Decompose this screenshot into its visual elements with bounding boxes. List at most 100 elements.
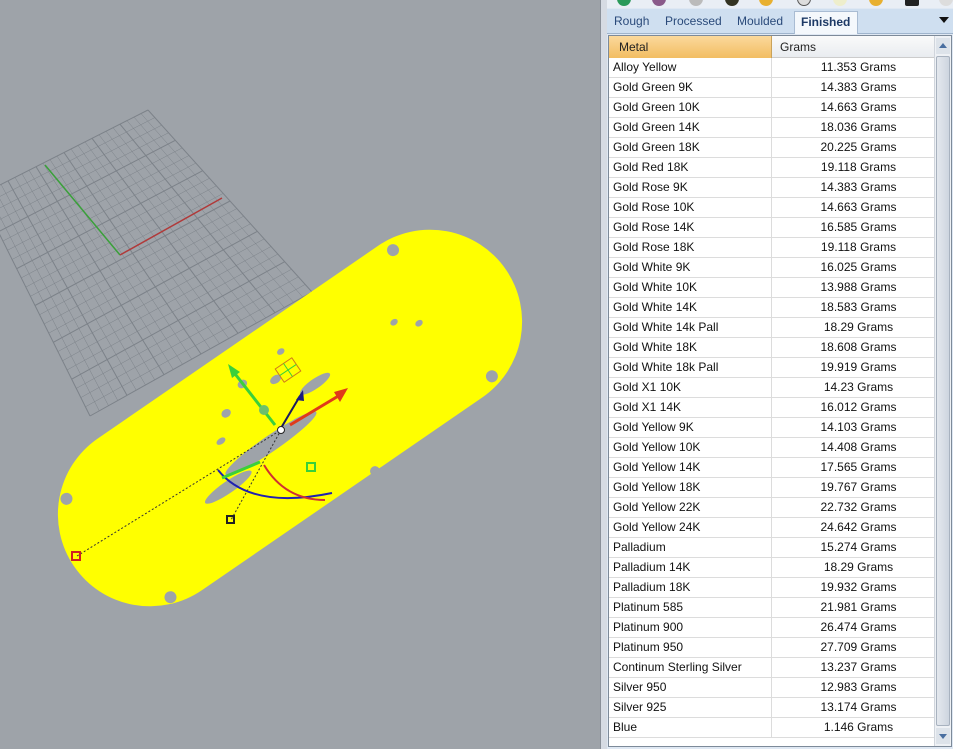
grams-cell: 19.919 Grams [820,360,897,374]
metal-cell: Alloy Yellow [609,58,772,77]
table-row[interactable]: Platinum 950 27.709 Grams [609,638,935,658]
grams-cell: 13.237 Grams [820,660,897,674]
table-row[interactable]: Gold Yellow 18K 19.767 Grams [609,478,935,498]
panel-splitter[interactable] [600,0,607,749]
table-row[interactable]: Gold Green 14K 18.036 Grams [609,118,935,138]
image-icon[interactable] [725,0,739,6]
table-row[interactable]: Gold X1 10K 14.23 Grams [609,378,935,398]
tab-moulded[interactable]: Moulded [737,14,784,28]
settings-icon[interactable] [939,0,953,6]
grams-cell: 21.981 Grams [820,600,897,614]
table-row[interactable]: Gold Green 10K 14.663 Grams [609,98,935,118]
table-row[interactable]: Blue 1.146 Grams [609,718,935,738]
move-y-arrowhead [228,364,240,378]
table-row[interactable]: Gold White 18K 18.608 Grams [609,338,935,358]
table-row[interactable]: Gold Red 18K 19.118 Grams [609,158,935,178]
table-row[interactable]: Gold White 10K 13.988 Grams [609,278,935,298]
material-icon[interactable] [652,0,666,6]
table-row[interactable]: Gold Rose 10K 14.663 Grams [609,198,935,218]
table-row[interactable]: Continum Sterling Silver 13.237 Grams [609,658,935,678]
x-axis-line [119,197,223,256]
gem-icon[interactable] [759,0,773,6]
metal-cell: Gold Red 18K [609,158,772,177]
table-row[interactable]: Gold Green 9K 14.383 Grams [609,78,935,98]
table-row[interactable]: Silver 925 13.174 Grams [609,698,935,718]
table-row[interactable]: Alloy Yellow 11.353 Grams [609,58,935,78]
metal-cell: Gold X1 14K [609,398,772,417]
metal-cell: Palladium [609,538,772,557]
metal-cell: Gold White 10K [609,278,772,297]
render-icon[interactable] [617,0,631,6]
grams-cell: 19.118 Grams [820,240,897,254]
grams-cell: 18.29 Grams [823,560,894,574]
monitor-icon[interactable] [905,0,919,6]
table-row[interactable]: Silver 950 12.983 Grams [609,678,935,698]
table-row[interactable]: Gold Yellow 24K 24.642 Grams [609,518,935,538]
table-row[interactable]: Gold White 14k Pall 18.29 Grams [609,318,935,338]
grid-line [133,116,294,303]
3d-viewport[interactable] [0,0,600,749]
light-icon[interactable] [869,0,883,6]
tab-rough[interactable]: Rough [614,14,650,28]
table-row[interactable]: Palladium 14K 18.29 Grams [609,558,935,578]
tab-dropdown-icon[interactable] [939,17,949,23]
metal-cell: Gold Rose 18K [609,238,772,257]
ring-icon[interactable] [833,0,847,6]
grams-cell: 1.146 Grams [823,720,894,734]
grams-cell: 18.036 Grams [820,120,897,134]
table-row[interactable]: Gold Yellow 10K 14.408 Grams [609,438,935,458]
grams-cell: 20.225 Grams [820,140,897,154]
viewport-canvas[interactable] [0,0,600,749]
table-row[interactable]: Platinum 585 21.981 Grams [609,598,935,618]
scroll-thumb[interactable] [936,56,950,726]
scale-handle [226,515,235,524]
table-row[interactable]: Gold Yellow 22K 22.732 Grams [609,498,935,518]
column-header-metal[interactable]: Metal [609,36,772,58]
vertical-scrollbar[interactable] [934,36,951,746]
pencil-icon[interactable] [689,0,703,6]
table-row[interactable]: Gold Rose 14K 16.585 Grams [609,218,935,238]
y-axis-line [44,164,121,256]
metal-cell: Gold Yellow 14K [609,458,772,477]
table-header: Metal Grams [609,36,935,58]
grid-line [44,215,244,325]
table-row[interactable]: Gold Green 18K 20.225 Grams [609,138,935,158]
table-row[interactable]: Gold Rose 18K 19.118 Grams [609,238,935,258]
grid-line [89,291,313,417]
scroll-down-button[interactable] [936,728,950,744]
move-y-arrow [230,369,277,426]
table-row[interactable]: Gold Yellow 14K 17.565 Grams [609,458,935,478]
grid-line [140,113,303,298]
table-row[interactable]: Gold Yellow 9K 14.103 Grams [609,418,935,438]
table-row[interactable]: Platinum 900 26.474 Grams [609,618,935,638]
table-row[interactable]: Gold X1 14K 16.012 Grams [609,398,935,418]
metal-cell: Gold Yellow 10K [609,438,772,457]
tab-bar: Rough Processed Moulded Finished [607,9,953,34]
metal-cell: Silver 925 [609,698,772,717]
column-header-grams[interactable]: Grams [772,36,935,58]
toolbar [607,0,953,8]
grams-cell: 19.118 Grams [820,160,897,174]
metal-cell: Gold Rose 14K [609,218,772,237]
grid-line [85,284,306,408]
table-row[interactable]: Gold White 9K 16.025 Grams [609,258,935,278]
grams-cell: 12.983 Grams [820,680,897,694]
metal-cell: Gold White 9K [609,258,772,277]
grid-line [0,132,169,220]
table-row[interactable]: Palladium 15.274 Grams [609,538,935,558]
tab-finished[interactable]: Finished [794,11,858,34]
clock-icon[interactable] [797,0,811,6]
tab-processed[interactable]: Processed [665,14,722,28]
grid-line [39,208,237,315]
table-row[interactable]: Gold White 14K 18.583 Grams [609,298,935,318]
table-row[interactable]: Gold White 18k Pall 19.919 Grams [609,358,935,378]
grams-cell: 15.274 Grams [820,540,897,554]
metal-cell: Gold X1 10K [609,378,772,397]
metal-cell: Gold Yellow 22K [609,498,772,517]
grams-cell: 16.025 Grams [820,260,897,274]
scroll-up-button[interactable] [936,38,950,54]
scale-red-handle [71,551,81,561]
table-row[interactable]: Palladium 18K 19.932 Grams [609,578,935,598]
grams-cell: 14.663 Grams [820,200,897,214]
table-row[interactable]: Gold Rose 9K 14.383 Grams [609,178,935,198]
